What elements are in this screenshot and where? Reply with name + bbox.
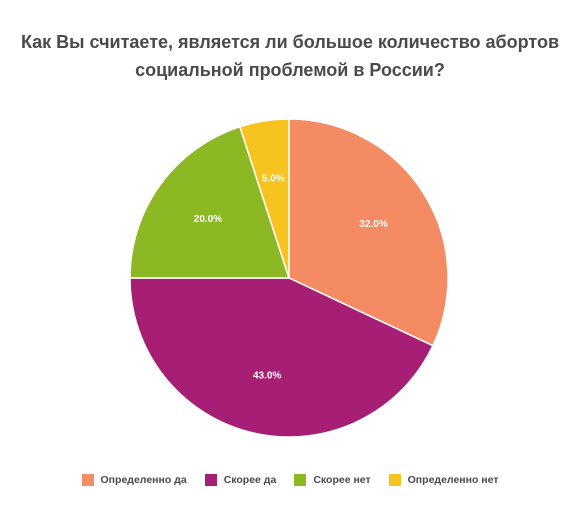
legend-swatch: [294, 474, 307, 486]
pie-slice-label-3: 5.0%: [262, 174, 285, 185]
pie-slice-label-2: 20.0%: [194, 214, 222, 225]
legend-item-rather-yes[interactable]: Скорее да: [204, 474, 277, 486]
pie-slice-2[interactable]: [129, 126, 290, 279]
legend-label: Определенно да: [100, 474, 187, 486]
legend-item-rather-no[interactable]: Скорее нет: [294, 474, 371, 486]
legend-swatch: [388, 474, 401, 486]
chart-title-line-1: Как Вы считаете, является ли большое кол…: [20, 32, 560, 52]
legend-swatch: [81, 474, 94, 486]
legend-item-definitely-yes[interactable]: Определенно да: [81, 474, 187, 486]
legend-label: Скорее нет: [313, 474, 371, 486]
legend-label: Скорее да: [223, 474, 277, 486]
legend-label: Определенно нет: [407, 474, 499, 486]
pie-slice-label-0: 32.0%: [359, 219, 387, 230]
pie-slice-0[interactable]: [288, 118, 449, 347]
chart-legend: Определенно да Скорее да Скорее нет Опре…: [0, 474, 580, 486]
legend-swatch: [204, 474, 217, 486]
chart-title: Как Вы считаете, является ли большое кол…: [0, 28, 580, 84]
pie-slice-1[interactable]: [129, 277, 434, 438]
legend-item-definitely-no[interactable]: Определенно нет: [388, 474, 499, 486]
chart-title-line-2: социальной проблемой в России?: [135, 60, 445, 80]
pie-slice-3[interactable]: [239, 118, 290, 279]
pie-slice-label-1: 43.0%: [253, 370, 281, 381]
